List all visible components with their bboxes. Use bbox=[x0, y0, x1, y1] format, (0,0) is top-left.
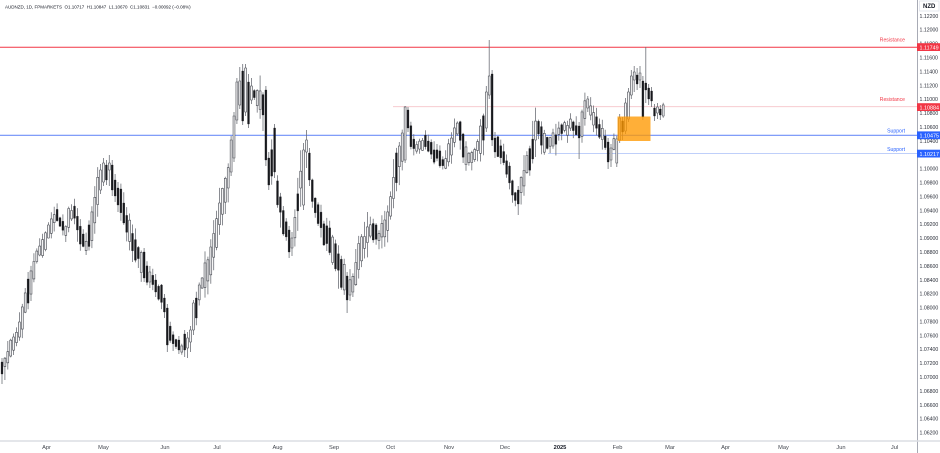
svg-text:1.08800: 1.08800 bbox=[920, 250, 939, 256]
svg-text:May: May bbox=[98, 445, 109, 451]
svg-text:Support: Support bbox=[887, 147, 905, 153]
svg-text:Jun: Jun bbox=[836, 445, 845, 451]
svg-text:1.08600: 1.08600 bbox=[920, 264, 939, 270]
svg-text:1.06600: 1.06600 bbox=[920, 403, 939, 409]
svg-text:1.07600: 1.07600 bbox=[920, 333, 939, 339]
svg-text:Nov: Nov bbox=[444, 445, 454, 451]
svg-text:Mar: Mar bbox=[665, 445, 675, 451]
svg-text:1.07200: 1.07200 bbox=[920, 361, 939, 367]
svg-text:Jul: Jul bbox=[891, 445, 898, 451]
svg-text:Oct: Oct bbox=[386, 445, 395, 451]
svg-text:May: May bbox=[778, 445, 789, 451]
svg-text:1.11000: 1.11000 bbox=[920, 97, 938, 103]
svg-text:1.07000: 1.07000 bbox=[920, 375, 939, 381]
svg-text:1.06400: 1.06400 bbox=[920, 417, 939, 423]
svg-text:1.09200: 1.09200 bbox=[920, 222, 939, 228]
svg-text:Resistance: Resistance bbox=[880, 38, 905, 44]
svg-text:1.10800: 1.10800 bbox=[920, 111, 939, 117]
svg-text:Dec: Dec bbox=[500, 445, 510, 451]
svg-text:1.10475: 1.10475 bbox=[920, 134, 940, 140]
svg-text:NZD: NZD bbox=[923, 4, 936, 10]
svg-text:Feb: Feb bbox=[613, 445, 623, 451]
svg-text:Jul: Jul bbox=[213, 445, 220, 451]
svg-text:2025: 2025 bbox=[554, 445, 567, 451]
svg-text:1.11600: 1.11600 bbox=[920, 56, 938, 62]
svg-text:1.10217: 1.10217 bbox=[920, 152, 940, 158]
svg-text:Apr: Apr bbox=[721, 445, 730, 451]
svg-text:1.11749: 1.11749 bbox=[920, 45, 939, 51]
svg-text:Resistance: Resistance bbox=[880, 97, 905, 103]
svg-text:1.06200: 1.06200 bbox=[920, 431, 939, 437]
svg-text:Sep: Sep bbox=[329, 445, 339, 451]
svg-text:1.11200: 1.11200 bbox=[920, 83, 938, 89]
svg-text:1.06800: 1.06800 bbox=[920, 389, 939, 395]
svg-text:Support: Support bbox=[887, 129, 905, 135]
svg-text:1.09600: 1.09600 bbox=[920, 194, 939, 200]
svg-text:Apr: Apr bbox=[42, 445, 51, 451]
svg-text:1.08000: 1.08000 bbox=[920, 306, 939, 312]
svg-text:1.09400: 1.09400 bbox=[920, 208, 939, 214]
svg-text:1.10600: 1.10600 bbox=[920, 125, 939, 131]
svg-text:1.08200: 1.08200 bbox=[920, 292, 939, 298]
svg-text:Jun: Jun bbox=[160, 445, 169, 451]
svg-text:1.10884: 1.10884 bbox=[920, 105, 940, 111]
svg-text:1.12000: 1.12000 bbox=[920, 28, 939, 34]
svg-text:1.09800: 1.09800 bbox=[920, 181, 939, 187]
svg-text:1.12200: 1.12200 bbox=[920, 14, 939, 20]
svg-text:1.07400: 1.07400 bbox=[920, 347, 939, 353]
svg-text:1.09000: 1.09000 bbox=[920, 236, 939, 242]
svg-text:Aug: Aug bbox=[272, 445, 282, 451]
svg-text:AUDNZD, 1D, FPMARKETS O1.1071: AUDNZD, 1D, FPMARKETS O1.10717 H1.10847 … bbox=[5, 5, 191, 10]
svg-text:1.11400: 1.11400 bbox=[920, 69, 938, 75]
svg-text:1.10400: 1.10400 bbox=[920, 139, 939, 145]
svg-text:1.08400: 1.08400 bbox=[920, 278, 939, 284]
svg-text:1.10000: 1.10000 bbox=[920, 167, 939, 173]
svg-text:1.07800: 1.07800 bbox=[920, 320, 939, 326]
